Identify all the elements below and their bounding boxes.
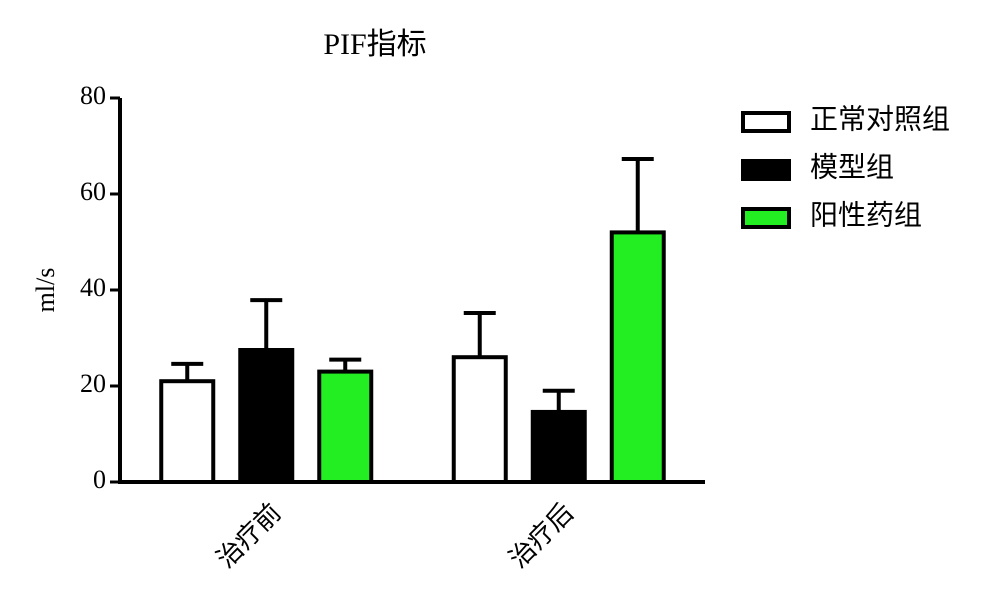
legend-label: 阳性药组: [810, 199, 922, 231]
legend-swatch: [741, 207, 791, 229]
bar: [451, 355, 508, 485]
legend-swatch: [741, 111, 791, 133]
bar: [159, 379, 216, 485]
legend-label: 模型组: [810, 151, 894, 183]
y-tick-label: 40: [80, 273, 106, 302]
bar: [238, 348, 295, 484]
legend-label: 正常对照组: [810, 103, 950, 135]
y-axis-label: ml/s: [31, 268, 60, 313]
y-tick-label: 20: [80, 369, 106, 398]
chart-title: PIF指标: [323, 28, 426, 61]
y-tick-label: 80: [80, 81, 106, 110]
legend-swatch: [741, 159, 791, 181]
x-tick-label: 治疗后: [504, 498, 580, 574]
y-tick-label: 0: [93, 465, 106, 494]
bar: [317, 369, 374, 485]
bar: [530, 409, 587, 485]
bar: [609, 230, 666, 484]
y-tick-label: 60: [80, 177, 106, 206]
x-tick-label: 治疗前: [211, 498, 287, 574]
